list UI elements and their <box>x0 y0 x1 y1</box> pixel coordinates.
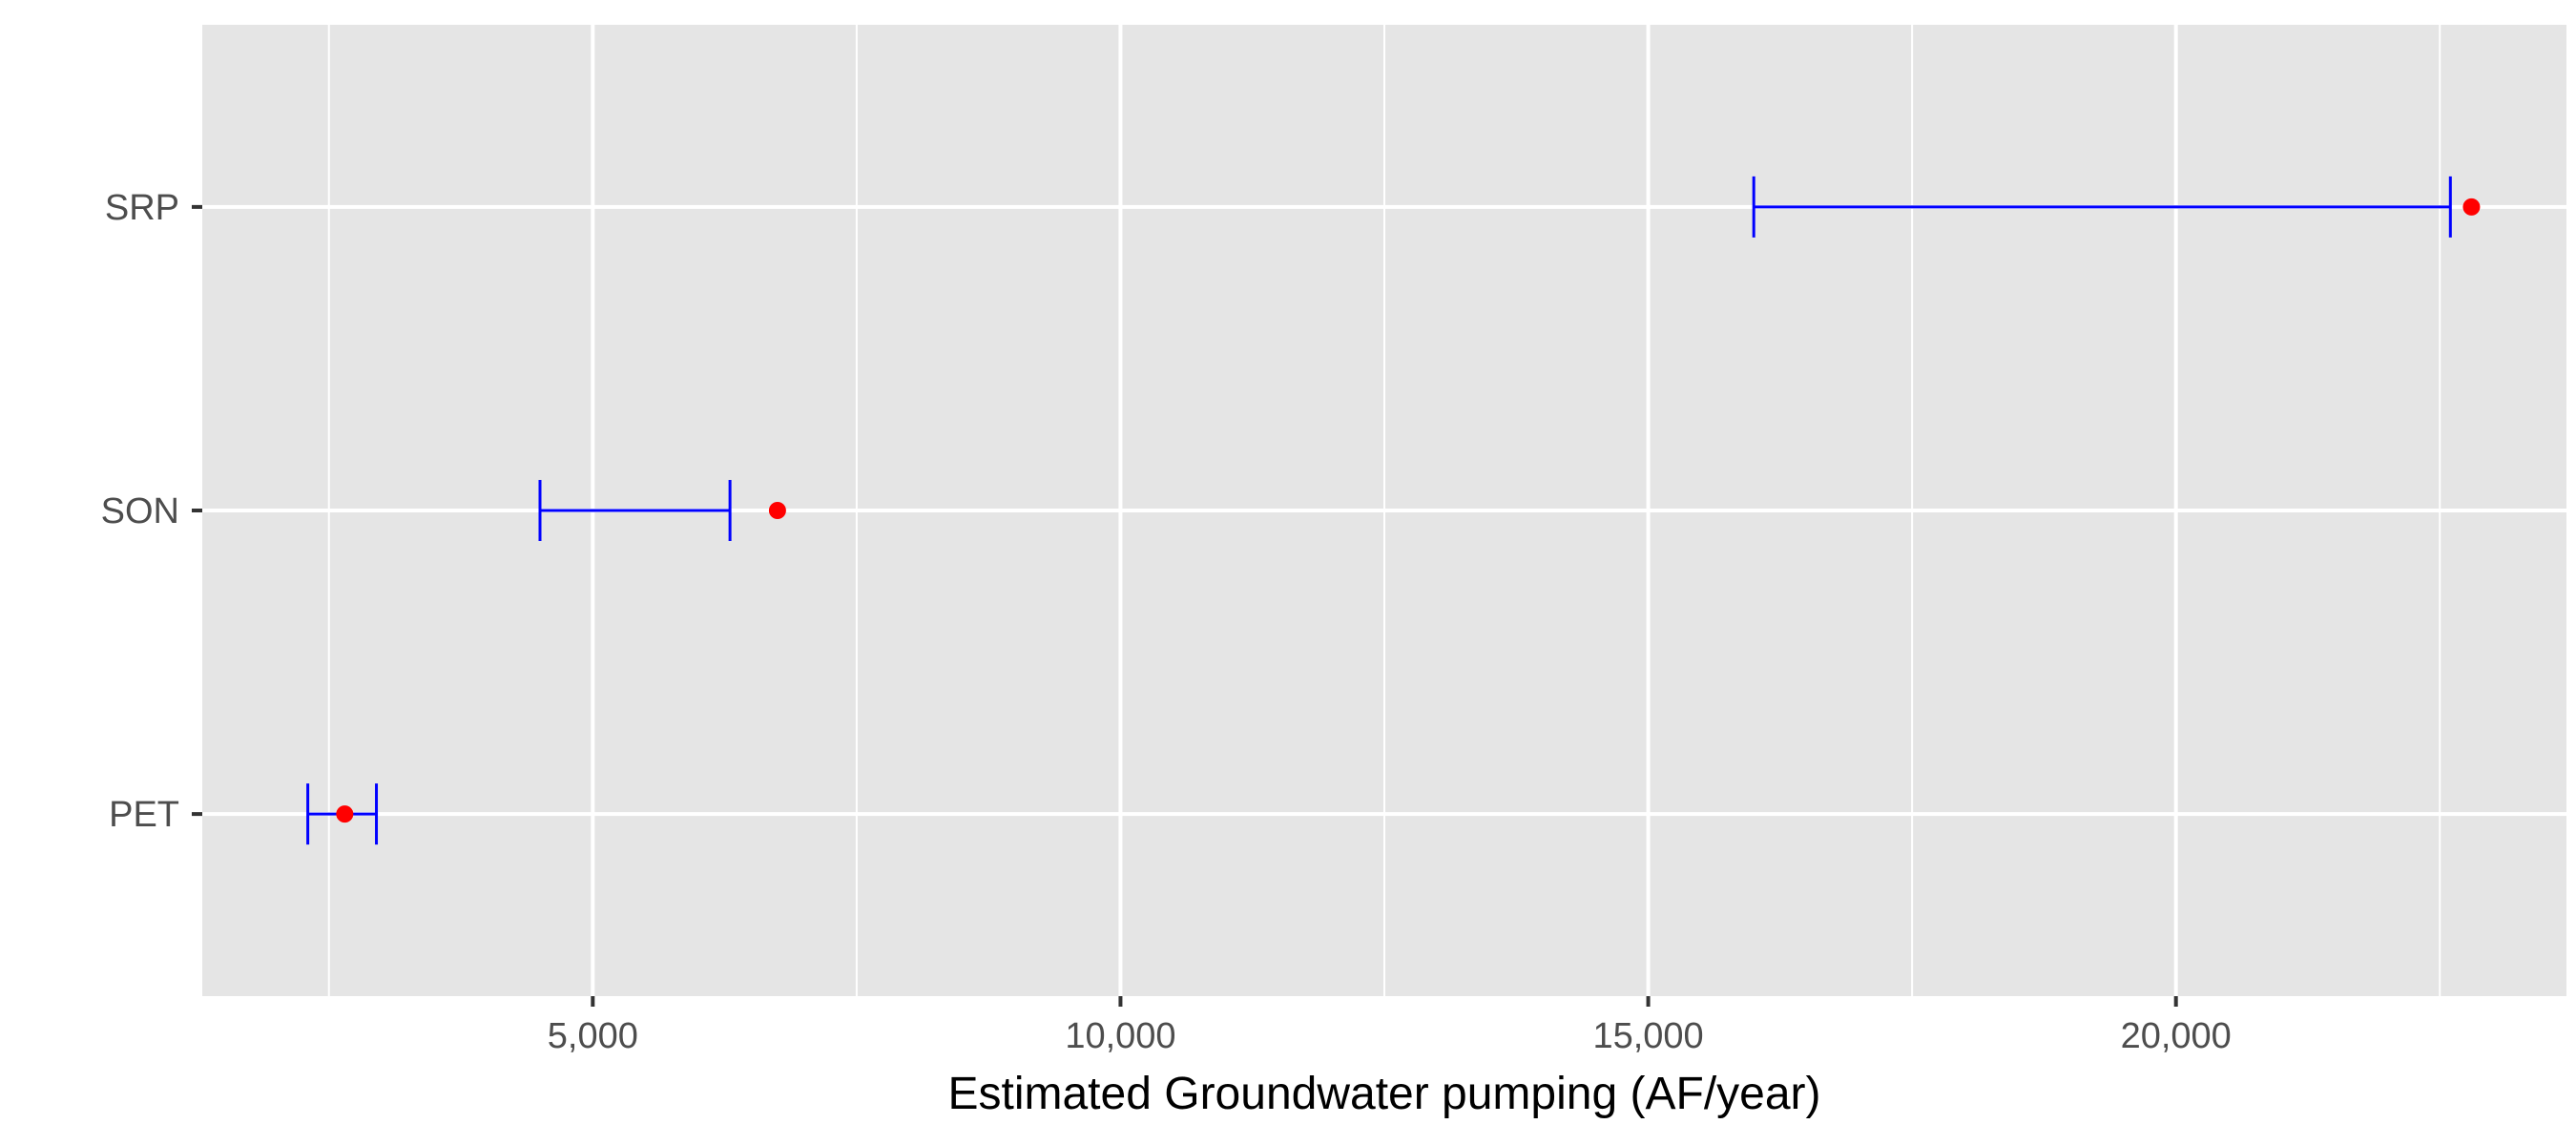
y-tick-label-srp: SRP <box>105 188 179 228</box>
x-axis-title: Estimated Groundwater pumping (AF/year) <box>947 1069 1820 1119</box>
point-srp <box>2462 198 2481 216</box>
point-son <box>768 502 786 519</box>
y-tick-label-son: SON <box>101 491 179 531</box>
x-axis: 5,000 10,000 15,000 20,000 <box>548 996 2232 1056</box>
x-tick-label-20000: 20,000 <box>2121 1016 2232 1056</box>
interval-srp <box>1752 176 2452 238</box>
y-tick-label-pet: PET <box>109 795 179 835</box>
x-tick-label-5000: 5,000 <box>548 1016 638 1056</box>
x-tick-label-15000: 15,000 <box>1592 1016 1703 1056</box>
y-axis: PET SON SRP <box>101 188 202 835</box>
point-pet <box>336 805 354 823</box>
interval-series <box>306 176 2452 845</box>
interval-son <box>538 480 732 541</box>
point-series <box>336 198 2481 823</box>
x-tick-label-10000: 10,000 <box>1065 1016 1175 1056</box>
